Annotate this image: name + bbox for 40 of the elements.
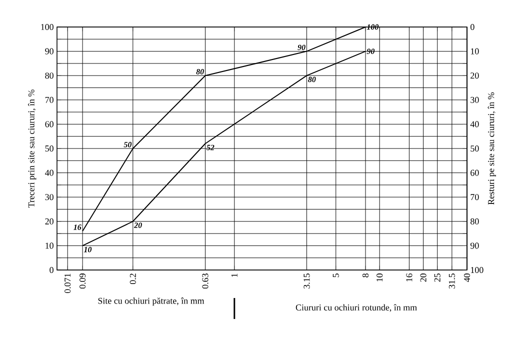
text: Ciururi cu ochiuri rotunde, în mm <box>296 304 417 312</box>
x-tick-label: 0.63 <box>202 274 208 289</box>
x-tick-label: 25 <box>434 274 440 282</box>
y2-tick-label: 20 <box>470 72 479 79</box>
y2-tick-label: 90 <box>470 242 479 249</box>
x-tick-label: 0.2 <box>130 274 136 284</box>
y-tick-label: 40 <box>45 170 54 176</box>
x-tick-label: 1 <box>231 274 238 277</box>
y-tick-label: 30 <box>45 194 54 200</box>
y2-tick-label: 60 <box>470 170 479 176</box>
x-tick-label: 40 <box>464 274 470 282</box>
y-axis-title: Treceri prin site sau ciururi, în % <box>28 90 36 208</box>
y-tick-label: 90 <box>45 48 54 54</box>
y-tick-label: 50 <box>45 145 54 152</box>
x-tick-label: 20 <box>420 274 426 282</box>
y-tick-label: 20 <box>45 218 54 224</box>
x-tick-label: 10 <box>376 274 383 282</box>
x-tick-label: 16 <box>406 273 412 282</box>
y-tick-label: 100 <box>41 24 54 30</box>
x-tick-label: 0.09 <box>80 274 86 289</box>
y2-axis-title: Resturi pe site sau ciururi, în % <box>488 92 496 205</box>
x-tick-label: 0.071 <box>64 274 71 294</box>
y-tick-label: 0 <box>50 266 54 274</box>
y2-tick-label: 0 <box>470 24 474 30</box>
y2-tick-label: 80 <box>470 218 479 224</box>
y2-tick-label: 10 <box>470 48 479 54</box>
y2-tick-label: 40 <box>470 121 479 128</box>
y2-tick-label: 70 <box>470 194 479 200</box>
y2-tick-label: 30 <box>470 96 479 103</box>
y2-tick-label: 50 <box>470 145 479 152</box>
x-tick-label: 3.15 <box>304 274 310 288</box>
y-tick-label: 70 <box>45 96 54 103</box>
y2-tick-label: 100 <box>470 266 484 274</box>
y-tick-label: 60 <box>45 121 54 128</box>
y-tick-label: 10 <box>46 242 54 249</box>
x-axis-title: Site cu ochiuri pătrate, în mm <box>98 298 204 306</box>
x-tick-label: 8 <box>362 274 369 278</box>
y-tick-label: 80 <box>45 72 54 79</box>
x-tick-label: 31.5 <box>448 274 455 288</box>
x-tick-label: 5 <box>332 274 339 278</box>
